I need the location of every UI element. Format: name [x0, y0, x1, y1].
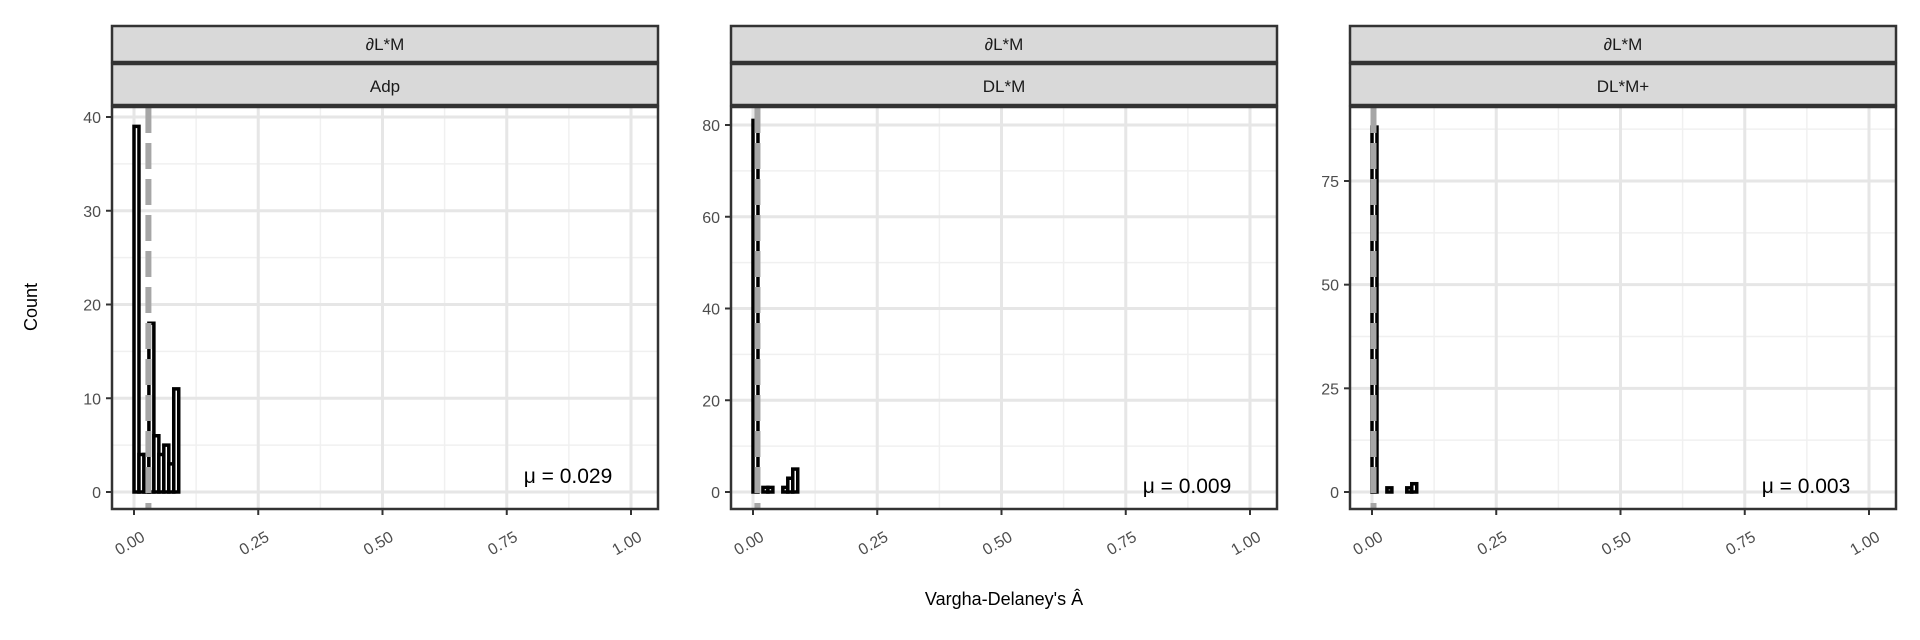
- panel-border: [1348, 105, 1898, 511]
- x-tick-label: 0.50: [980, 529, 1016, 559]
- strip-top-background: [110, 24, 660, 64]
- histogram-bar: [791, 467, 800, 494]
- y-tick-label: 0: [711, 485, 720, 502]
- panel-background: [1350, 107, 1896, 509]
- strip-bottom-label: DL*M+: [1597, 77, 1650, 96]
- strip-top-label: ∂L*M: [985, 35, 1024, 54]
- strip-bottom-label: DL*M: [983, 77, 1026, 96]
- histogram-bar: [766, 485, 775, 494]
- y-tick-label: 20: [702, 393, 720, 410]
- y-tick-label: 10: [83, 391, 101, 408]
- strip-bottom-label: Adp: [370, 77, 400, 96]
- x-tick-label: 0.75: [485, 529, 521, 559]
- panel-border: [110, 105, 660, 511]
- histogram-bar: [132, 124, 141, 494]
- x-tick-label: 0.00: [113, 529, 149, 559]
- x-tick-label: 0.00: [1351, 529, 1387, 559]
- histogram-bar: [172, 387, 181, 494]
- x-tick-label: 1.00: [1229, 529, 1265, 559]
- strip-bottom-background: [110, 62, 660, 107]
- x-tick-label: 0.25: [237, 529, 273, 559]
- y-tick-label: 50: [1321, 278, 1339, 295]
- x-axis-title: Vargha-Delaney's Â: [925, 589, 1083, 609]
- strip-bottom-background: [729, 62, 1279, 107]
- strip-top-background: [729, 24, 1279, 64]
- strip-top-label: ∂L*M: [366, 35, 405, 54]
- strip-bottom-background: [1348, 62, 1898, 107]
- x-tick-label: 0.50: [1599, 529, 1635, 559]
- x-tick-label: 0.25: [856, 529, 892, 559]
- facet-panel-3: ∂L*M DL*M+ 0.00 0.25 0.50 0.75 1.00 0 25 50 75 μ = …: [1321, 24, 1898, 559]
- y-tick-label: 80: [702, 118, 720, 135]
- x-tick-label: 1.00: [610, 529, 646, 559]
- y-tick-label: 40: [83, 110, 101, 127]
- x-tick-label: 0.25: [1475, 529, 1511, 559]
- x-tick-label: 0.75: [1104, 529, 1140, 559]
- mean-label: μ = 0.009: [1143, 475, 1232, 498]
- x-tick-label: 1.00: [1848, 529, 1884, 559]
- y-tick-label: 75: [1321, 174, 1339, 191]
- strip-top-background: [1348, 24, 1898, 64]
- x-tick-label: 0.50: [361, 529, 397, 559]
- mean-label: μ = 0.003: [1762, 475, 1851, 498]
- y-tick-label: 0: [92, 485, 101, 502]
- histogram-bar: [1385, 486, 1394, 494]
- y-tick-label: 0: [1330, 485, 1339, 502]
- mean-label: μ = 0.029: [524, 465, 613, 488]
- histogram-bar: [1410, 481, 1419, 494]
- y-tick-label: 30: [83, 204, 101, 221]
- facet-panel-1: ∂L*M Adp 0.00 0.25 0.50 0.75 1.00 0 10 20 30 40 μ = …: [83, 24, 660, 559]
- y-tick-label: 60: [702, 210, 720, 227]
- panel-border: [729, 105, 1279, 511]
- y-tick-label: 20: [83, 298, 101, 315]
- y-tick-label: 25: [1321, 381, 1339, 398]
- x-tick-label: 0.75: [1723, 529, 1759, 559]
- y-axis-title: Count: [21, 283, 41, 331]
- y-tick-label: 40: [702, 302, 720, 319]
- strip-top-label: ∂L*M: [1604, 35, 1643, 54]
- x-tick-label: 0.00: [732, 529, 768, 559]
- facet-panel-2: ∂L*M DL*M 0.00 0.25 0.50 0.75 1.00 0 20 40 60 80 μ =…: [702, 24, 1279, 559]
- panel-background: [112, 107, 658, 509]
